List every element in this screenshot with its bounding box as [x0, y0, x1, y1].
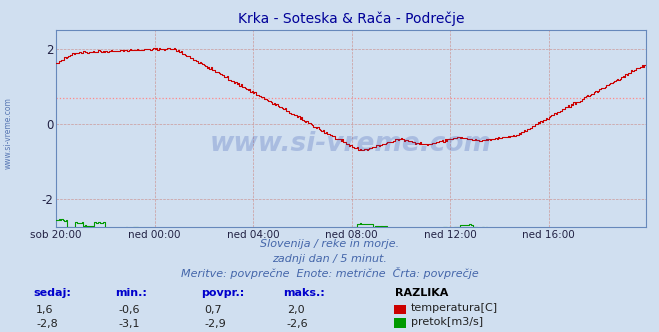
Text: zadnji dan / 5 minut.: zadnji dan / 5 minut. — [272, 254, 387, 264]
Text: www.si-vreme.com: www.si-vreme.com — [3, 97, 13, 169]
Text: RAZLIKA: RAZLIKA — [395, 288, 449, 298]
Text: www.si-vreme.com: www.si-vreme.com — [210, 131, 492, 157]
Text: Slovenija / reke in morje.: Slovenija / reke in morje. — [260, 239, 399, 249]
Text: Meritve: povprečne  Enote: metrične  Črta: povprečje: Meritve: povprečne Enote: metrične Črta:… — [181, 267, 478, 279]
Text: temperatura[C]: temperatura[C] — [411, 303, 498, 313]
Title: Krka - Soteska & Rača - Podrečje: Krka - Soteska & Rača - Podrečje — [238, 11, 464, 26]
Text: maks.:: maks.: — [283, 288, 325, 298]
Text: -2,8: -2,8 — [36, 319, 58, 329]
Text: -3,1: -3,1 — [119, 319, 140, 329]
Text: -0,6: -0,6 — [119, 305, 140, 315]
Text: min.:: min.: — [115, 288, 147, 298]
Text: 1,6: 1,6 — [36, 305, 54, 315]
Text: 0,7: 0,7 — [204, 305, 222, 315]
Text: sedaj:: sedaj: — [33, 288, 71, 298]
Text: 2,0: 2,0 — [287, 305, 304, 315]
Text: -2,9: -2,9 — [204, 319, 226, 329]
Text: pretok[m3/s]: pretok[m3/s] — [411, 317, 483, 327]
Text: povpr.:: povpr.: — [201, 288, 244, 298]
Text: -2,6: -2,6 — [287, 319, 308, 329]
